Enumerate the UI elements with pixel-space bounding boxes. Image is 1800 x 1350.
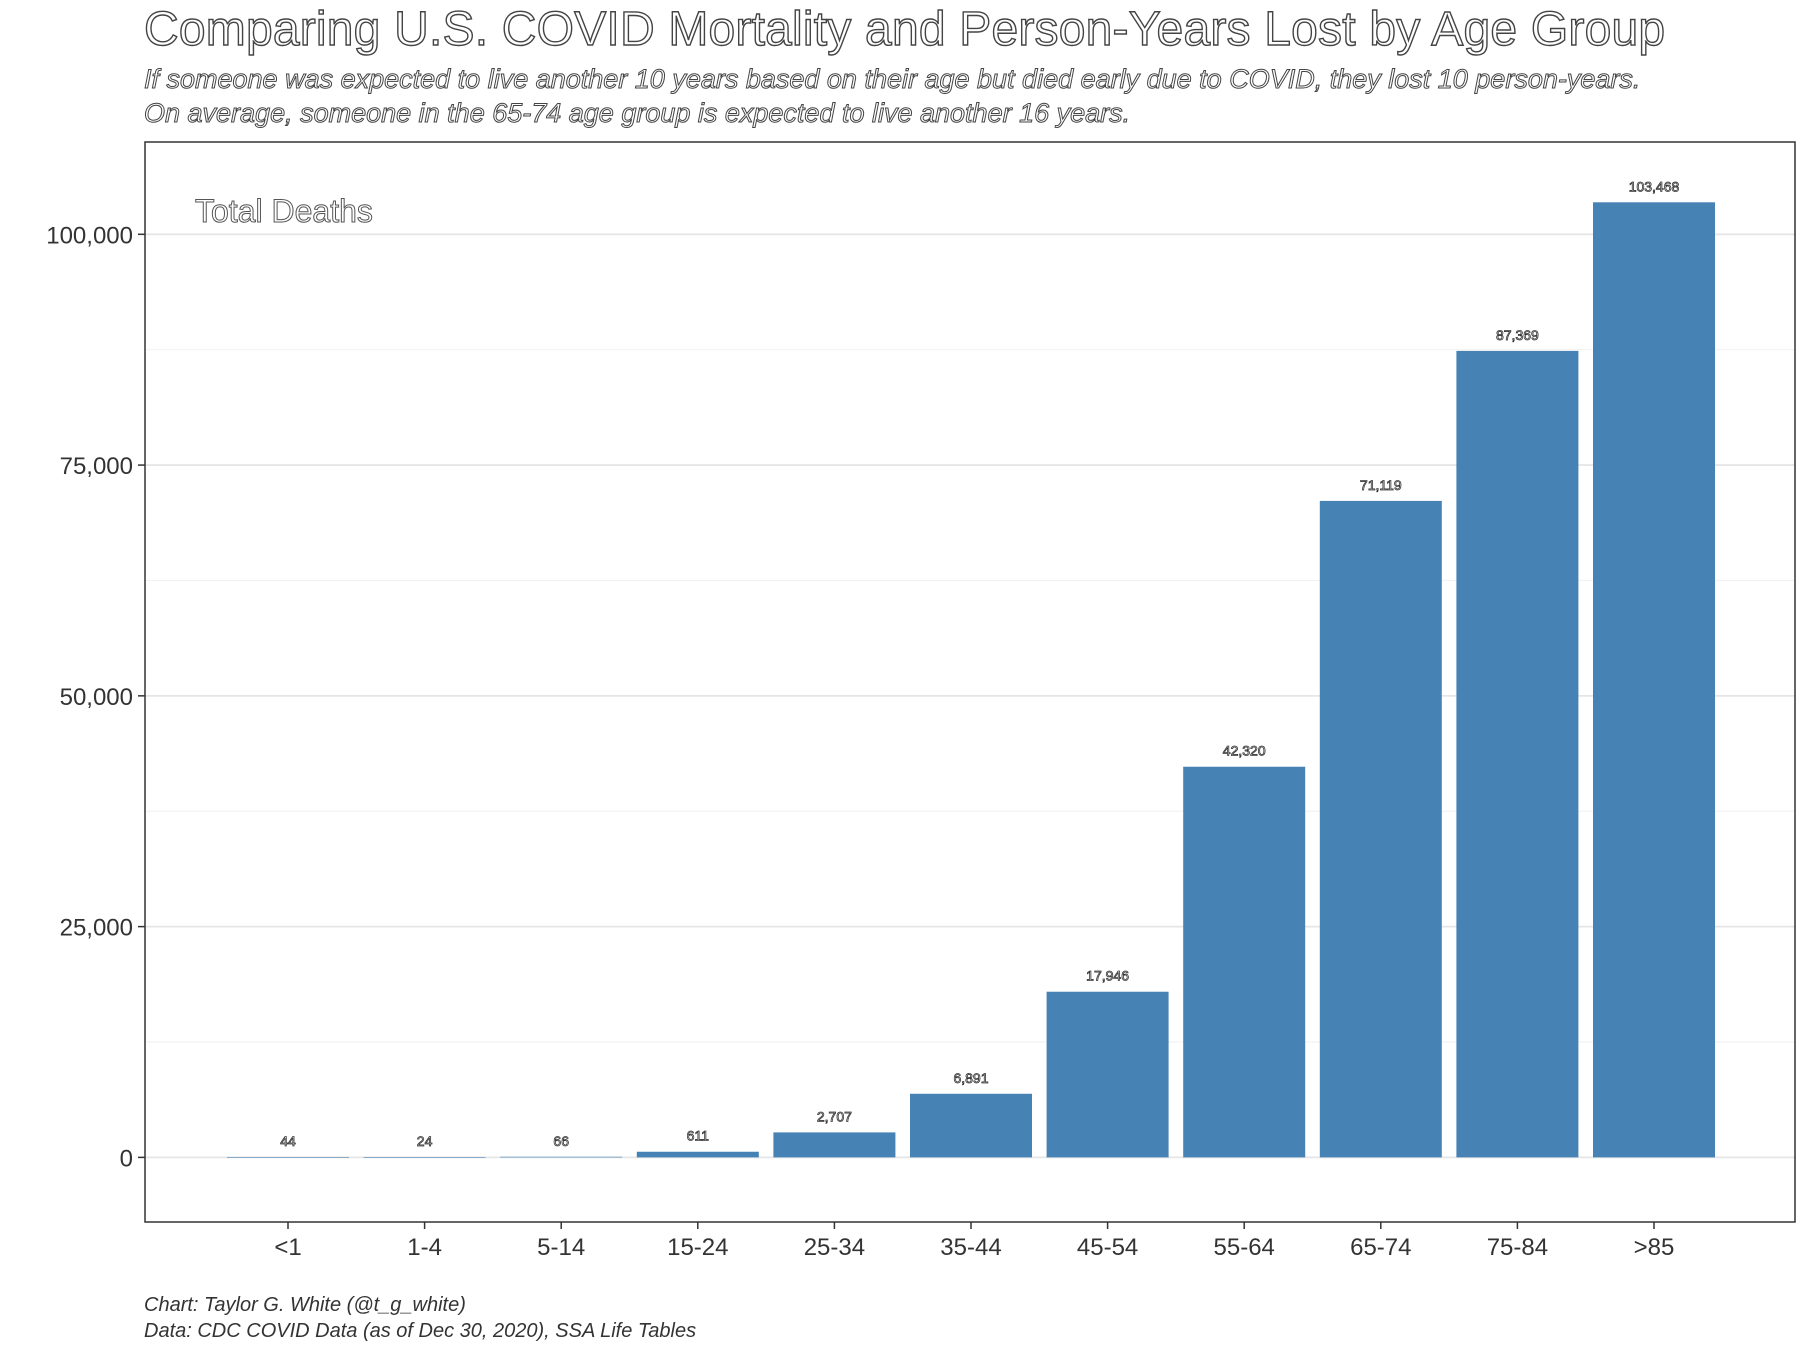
- bar: [1593, 202, 1715, 1158]
- x-tick-label: 15-24: [667, 1234, 728, 1261]
- data-label: 24: [417, 1133, 433, 1149]
- x-tick-label: <1: [274, 1234, 301, 1261]
- bar: [363, 1157, 486, 1158]
- data-label: 17,946: [1086, 968, 1129, 984]
- bar: [773, 1132, 896, 1158]
- x-tick-label: >85: [1634, 1234, 1675, 1261]
- x-tick-label: 55-64: [1214, 1234, 1275, 1261]
- panel-title: Total Deaths: [195, 193, 373, 229]
- x-tick-label: 1-4: [407, 1234, 442, 1261]
- y-tick-label: 50,000: [60, 684, 133, 711]
- data-source: Data: CDC COVID Data (as of Dec 30, 2020…: [144, 1320, 697, 1342]
- axes: 0 25,000 50,000 75,000 100,000 <1 1-4 5-14 15-24…: [46, 222, 1674, 1261]
- data-label: 44: [280, 1133, 296, 1149]
- x-tick-label: 35-44: [940, 1234, 1001, 1261]
- bars: [227, 202, 1715, 1158]
- x-tick-label: 65-74: [1350, 1234, 1411, 1261]
- chart-subtitle: If someone was expected to live another …: [144, 64, 1641, 129]
- x-tick-label: 25-34: [804, 1234, 865, 1261]
- data-label: 6,891: [953, 1070, 988, 1086]
- bar: [1319, 500, 1442, 1158]
- bar: [636, 1151, 759, 1158]
- panel-border: [144, 141, 1796, 1223]
- bar: [500, 1156, 623, 1158]
- bar: [1046, 991, 1169, 1158]
- y-tick-label: 0: [120, 1145, 133, 1172]
- x-tick-label: 45-54: [1077, 1234, 1138, 1261]
- bar: [227, 1156, 349, 1158]
- chart-title: Comparing U.S. COVID Mortality and Perso…: [143, 2, 1666, 56]
- bar: [1183, 766, 1306, 1158]
- data-label: 2,707: [817, 1108, 852, 1124]
- data-label: 611: [687, 1128, 710, 1144]
- bar: [910, 1093, 1032, 1158]
- bar: [1456, 350, 1579, 1158]
- x-tick-label: 75-84: [1487, 1234, 1548, 1261]
- data-label: 103,468: [1629, 178, 1680, 194]
- y-tick-label: 100,000: [46, 222, 133, 249]
- data-label: 42,320: [1223, 743, 1266, 759]
- y-tick-label: 75,000: [60, 453, 133, 480]
- chart-credit: Chart: Taylor G. White (@t_g_white): [144, 1294, 466, 1316]
- data-labels: 44 24 66 611 2,707 6,891 17,946 42,320 71,119 87,…: [280, 178, 1680, 1150]
- data-label: 87,369: [1496, 327, 1539, 343]
- data-label: 71,119: [1360, 477, 1402, 493]
- y-tick-label: 25,000: [60, 915, 133, 942]
- data-label: 66: [553, 1133, 569, 1149]
- x-tick-label: 5-14: [537, 1234, 585, 1261]
